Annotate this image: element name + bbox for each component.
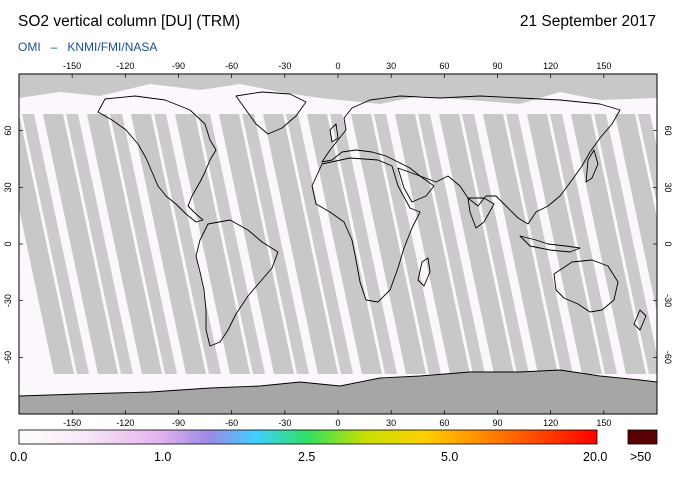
lon-tick-bottom: 150 bbox=[596, 418, 611, 428]
swath-gap bbox=[351, 114, 426, 374]
swath-overlap bbox=[110, 114, 177, 374]
swath-overlap bbox=[66, 114, 133, 374]
lon-tick-top: 150 bbox=[596, 61, 611, 71]
swath-gap bbox=[43, 114, 118, 374]
coastlines bbox=[19, 91, 657, 397]
lat-tick-left: -30 bbox=[3, 294, 13, 307]
lon-tick-top: 120 bbox=[543, 61, 558, 71]
lat-tick-left: 30 bbox=[3, 182, 13, 192]
lon-tick-bottom: -30 bbox=[278, 418, 291, 428]
colorbar-label-4: 20.0 bbox=[583, 450, 608, 464]
uk-coast bbox=[329, 123, 339, 143]
arabia-coast bbox=[397, 167, 435, 203]
swath-overlap bbox=[594, 114, 657, 374]
lon-tick-top: -60 bbox=[225, 61, 238, 71]
lon-tick-bottom: 60 bbox=[439, 418, 449, 428]
antarctic-no-data bbox=[19, 370, 657, 414]
swath-overlap bbox=[374, 114, 441, 374]
japan-coast bbox=[585, 149, 599, 183]
colorbar-overflow-swatch bbox=[627, 429, 658, 445]
lon-tick-top: -90 bbox=[172, 61, 185, 71]
lon-tick-top: 0 bbox=[335, 61, 340, 71]
swath-overlap bbox=[506, 114, 573, 374]
axis-ticks: -150 -150 -120 -120 -90 -90 -60 -60 -30 -30 0 0 30 30… bbox=[3, 61, 673, 428]
lon-tick-bottom: -120 bbox=[116, 418, 134, 428]
swath-overlap bbox=[154, 114, 221, 374]
instrument-label: OMI bbox=[18, 40, 41, 54]
colorbar-label-1: 1.0 bbox=[154, 450, 172, 464]
lon-tick-top: 30 bbox=[386, 61, 396, 71]
colorbar-label-0: 0.0 bbox=[10, 450, 28, 464]
lon-tick-top: -150 bbox=[63, 61, 81, 71]
swath-gap bbox=[395, 114, 470, 374]
lat-tick-left: -60 bbox=[3, 351, 13, 364]
swath-gap bbox=[175, 114, 250, 374]
swath-overlap bbox=[22, 114, 89, 374]
swath-gap bbox=[87, 114, 162, 374]
data-credit: OMI – KNMI/FMI/NASA bbox=[18, 40, 157, 54]
swath-gap bbox=[527, 114, 602, 374]
swath-gap bbox=[307, 114, 382, 374]
greenland-coast bbox=[235, 91, 307, 135]
colorbar-overflow-label: >50 bbox=[630, 450, 652, 464]
provider-label: KNMI/FMI/NASA bbox=[67, 40, 158, 54]
swath-gap bbox=[19, 114, 74, 374]
swath-gap bbox=[219, 114, 294, 374]
orbit-swaths bbox=[19, 114, 657, 374]
lon-tick-top: 90 bbox=[492, 61, 502, 71]
madagascar-coast bbox=[417, 257, 431, 287]
lon-tick-bottom: 30 bbox=[386, 418, 396, 428]
lon-tick-bottom: 90 bbox=[492, 418, 502, 428]
india-coast bbox=[467, 197, 495, 229]
map-date: 21 September 2017 bbox=[519, 13, 656, 30]
swath-gap bbox=[263, 114, 338, 374]
swath-overlap bbox=[330, 114, 397, 374]
lat-tick-left: 60 bbox=[3, 126, 13, 136]
eurasia-coast bbox=[321, 95, 621, 225]
swath-overlap bbox=[198, 114, 265, 374]
map-title: SO2 vertical column [DU] (TRM) bbox=[18, 13, 241, 30]
lon-tick-top: 60 bbox=[439, 61, 449, 71]
swath-gap bbox=[131, 114, 206, 374]
lon-tick-bottom: 0 bbox=[335, 418, 340, 428]
indonesia-coast bbox=[519, 235, 581, 253]
lat-tick-right: 0 bbox=[663, 241, 673, 246]
antarctica-coast bbox=[19, 369, 657, 397]
swath-overlap bbox=[286, 114, 353, 374]
credit-separator: – bbox=[50, 40, 58, 54]
swath-gap bbox=[439, 114, 514, 374]
north-america-coast bbox=[97, 95, 217, 223]
swath-overlap bbox=[418, 114, 485, 374]
swath-gap bbox=[483, 114, 558, 374]
lat-tick-right: -30 bbox=[663, 294, 673, 307]
lon-tick-top: -120 bbox=[116, 61, 134, 71]
swath-overlap bbox=[550, 114, 617, 374]
swath-gap bbox=[615, 114, 657, 313]
lat-tick-right: -60 bbox=[663, 351, 673, 364]
africa-coast bbox=[311, 157, 421, 303]
swath-overlap bbox=[462, 114, 529, 374]
swath-overlap bbox=[638, 114, 657, 204]
map-area bbox=[19, 74, 657, 414]
lon-tick-bottom: -60 bbox=[225, 418, 238, 428]
lon-tick-bottom: -150 bbox=[63, 418, 81, 428]
lat-tick-right: 60 bbox=[663, 126, 673, 136]
lon-tick-bottom: 120 bbox=[543, 418, 558, 428]
south-america-coast bbox=[195, 219, 279, 347]
colorbar-label-2: 2.5 bbox=[298, 450, 316, 464]
lon-tick-top: -30 bbox=[278, 61, 291, 71]
colorbar bbox=[18, 429, 598, 445]
new-zealand-coast bbox=[633, 309, 647, 331]
colorbar-label-3: 5.0 bbox=[441, 450, 459, 464]
lon-tick-bottom: -90 bbox=[172, 418, 185, 428]
lat-tick-right: 30 bbox=[663, 182, 673, 192]
swath-overlap bbox=[242, 114, 309, 374]
australia-coast bbox=[553, 259, 619, 313]
lat-tick-left: 0 bbox=[3, 241, 13, 246]
